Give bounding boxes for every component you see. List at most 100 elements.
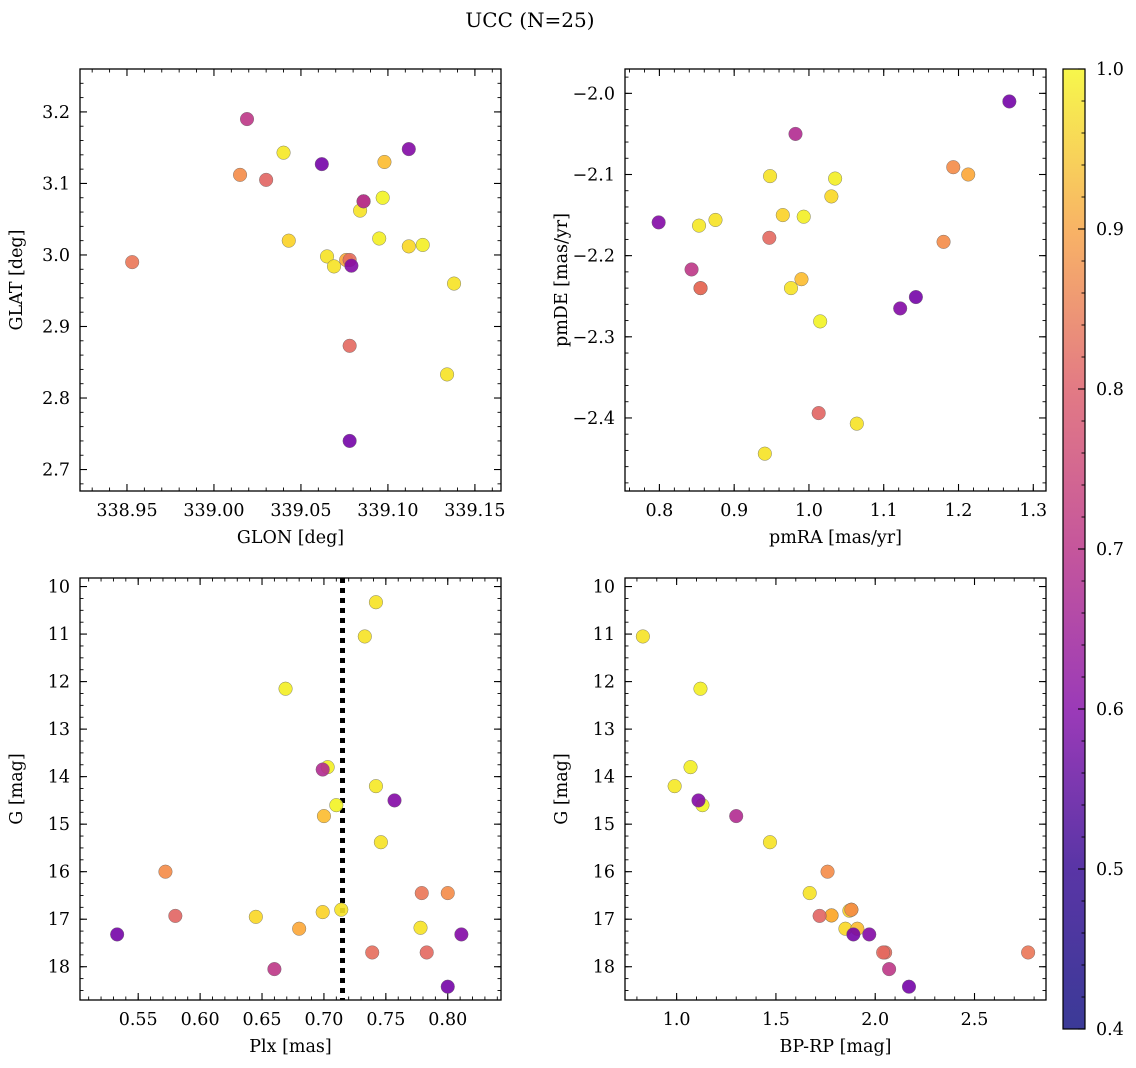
data-point [762, 230, 777, 245]
data-point [440, 886, 455, 901]
data-point [365, 945, 380, 960]
data-point [267, 962, 282, 977]
data-point [1021, 945, 1036, 960]
x-tick-label: 338.95 [96, 501, 157, 521]
axes-frame [79, 68, 502, 492]
y-tick-label: 14 [48, 768, 70, 788]
data-point [259, 172, 274, 187]
x-tick-label: 0.55 [119, 1010, 158, 1030]
y-tick-label: 10 [48, 578, 70, 598]
panel-2: 0.8 0.9 1.0 1.1 1.2 1.3 −2.4 −2.3 −2.2 −2.1 −2.0 pm… [552, 68, 1047, 548]
data-point [326, 259, 341, 274]
data-point [684, 262, 699, 277]
x-tick-label: 0.60 [181, 1010, 220, 1030]
axes-frame [624, 68, 1047, 492]
y-tick-label: 17 [48, 910, 70, 930]
data-point [757, 446, 772, 461]
data-point [813, 314, 828, 329]
data-point [820, 864, 835, 879]
y-tick-label: 12 [593, 673, 615, 693]
x-axis-label: BP-RP [mag] [780, 1037, 892, 1057]
panel-4: 1.0 1.5 2.0 2.5 10 11 12 13 14 15 16 17 18 BP-RP [mag… [552, 577, 1047, 1057]
data-point [233, 167, 248, 182]
data-point [882, 962, 897, 977]
y-tick-label: −2.3 [573, 328, 616, 348]
data-point [667, 779, 682, 794]
y-tick-label: 12 [48, 673, 70, 693]
x-tick-label: 2.0 [861, 1010, 889, 1030]
y-tick-label: 10 [593, 578, 615, 598]
colorbar: 0.4 0.5 0.6 0.7 0.8 0.9 1.0 [1062, 60, 1124, 1040]
data-point [692, 218, 707, 233]
data-point [961, 167, 976, 182]
data-point [440, 367, 455, 382]
data-point [240, 112, 255, 127]
data-point [693, 281, 708, 296]
data-point [368, 779, 383, 794]
data-point [357, 629, 372, 644]
data-point [320, 249, 335, 264]
data-point [419, 945, 434, 960]
data-point [828, 171, 843, 186]
y-tick-label: 13 [593, 720, 615, 740]
axes-frame [79, 577, 502, 1001]
data-point [811, 406, 826, 421]
x-tick-label: 1.0 [795, 501, 823, 521]
x-axis-label: Plx [mas] [249, 1037, 331, 1057]
data-point [447, 276, 462, 291]
data-point [862, 927, 877, 942]
data-point [796, 209, 811, 224]
y-tick-label: −2.4 [573, 409, 616, 429]
y-axis-label: G [mag] [552, 753, 572, 824]
y-tick-label: 3.1 [42, 174, 70, 194]
y-tick-label: 17 [593, 910, 615, 930]
y-tick-label: 3.2 [42, 103, 70, 123]
colorbar-tick-label: 1.0 [1096, 60, 1124, 80]
data-point [158, 864, 173, 879]
x-tick-label: 1.0 [663, 1010, 691, 1030]
data-point [651, 215, 666, 230]
y-tick-label: 11 [48, 625, 70, 645]
y-axis-label: GLAT [deg] [7, 230, 27, 331]
y-tick-label: −2.0 [573, 84, 616, 104]
x-tick-label: 1.1 [870, 501, 898, 521]
colorbar-tick-label: 0.8 [1096, 380, 1124, 400]
x-tick-label: 0.80 [428, 1010, 467, 1030]
data-point [278, 681, 293, 696]
x-tick-label: 1.2 [945, 501, 973, 521]
y-tick-label: 3.0 [42, 246, 70, 266]
x-tick-label: 339.05 [270, 501, 331, 521]
y-tick-label: 2.9 [42, 317, 70, 337]
data-point [415, 237, 430, 252]
data-point [334, 902, 349, 917]
data-point [281, 233, 296, 248]
y-tick-label: 15 [593, 815, 615, 835]
data-point [315, 905, 330, 920]
panel-3: 0.55 0.60 0.65 0.70 0.75 0.80 10 11 12 13 14 15 16 17… [7, 577, 502, 1057]
data-point [387, 793, 402, 808]
data-point [876, 945, 891, 960]
x-tick-label: 0.8 [645, 501, 673, 521]
data-point [377, 154, 392, 169]
data-point [908, 290, 923, 305]
y-tick-label: 16 [593, 863, 615, 883]
colorbar-tick-label: 0.9 [1096, 220, 1124, 240]
data-point [708, 212, 723, 227]
x-tick-label: 339.00 [183, 501, 244, 521]
data-point [375, 190, 390, 205]
data-point [414, 886, 429, 901]
data-point [788, 126, 803, 141]
data-point [125, 255, 140, 270]
data-point [812, 908, 827, 923]
y-tick-label: 2.8 [42, 389, 70, 409]
data-point [368, 595, 383, 610]
data-point [683, 760, 698, 775]
data-point [373, 835, 388, 850]
x-axis-label: GLON [deg] [237, 528, 344, 548]
data-point [775, 208, 790, 223]
data-point [315, 762, 330, 777]
data-point [292, 921, 307, 936]
y-axis-label: pmDE [mas/yr] [552, 213, 572, 347]
data-point [946, 160, 961, 175]
